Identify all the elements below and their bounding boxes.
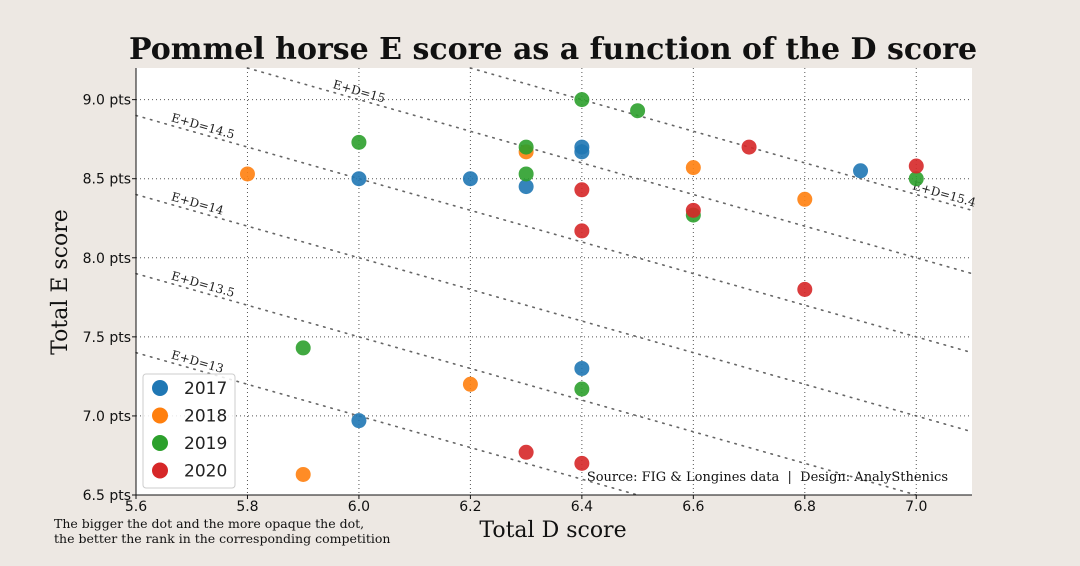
point-2020 (574, 223, 590, 239)
y-tick-label: 8.0 pts (83, 251, 131, 267)
x-tick-label: 7.0 (905, 499, 927, 515)
y-tick-label: 7.0 pts (83, 409, 131, 425)
iso-line (469, 67, 973, 212)
legend-label-2018: 2018 (184, 407, 227, 427)
plot-area (136, 68, 972, 495)
iso-line (135, 272, 918, 496)
point-2019 (518, 166, 534, 182)
y-axis-label: Total E score (48, 209, 73, 355)
point-2018 (295, 466, 311, 482)
iso-line (135, 193, 973, 433)
point-2017 (351, 413, 367, 429)
point-2020 (685, 202, 701, 218)
point-2019 (630, 103, 646, 119)
point-2019 (518, 139, 534, 155)
point-2020 (518, 444, 534, 460)
x-tick-label: 6.2 (459, 499, 481, 515)
data-points (239, 92, 924, 482)
point-2018 (239, 166, 255, 182)
point-2018 (685, 160, 701, 176)
chart-title: Pommel horse E score as a function of th… (129, 32, 977, 67)
size-note-line2: the better the rank in the corresponding… (54, 531, 390, 546)
legend-box (142, 373, 236, 489)
x-tick-label: 6.0 (348, 499, 370, 515)
point-2020 (908, 158, 924, 174)
x-tick-label: 5.6 (125, 499, 147, 515)
point-2017 (518, 179, 534, 195)
point-2017 (853, 163, 869, 179)
axes: 5.6 5.8 6.0 6.2 6.4 6.6 6.8 7.0 6.5 pts 7.0 pts 7.… (83, 68, 972, 515)
point-2017 (574, 144, 590, 160)
y-tick-label: 7.5 pts (83, 330, 131, 346)
iso-line (135, 351, 639, 496)
legend-label-2020: 2020 (184, 462, 227, 482)
point-2017 (462, 171, 478, 187)
point-2019 (574, 381, 590, 397)
legend-marker-2019 (152, 435, 168, 451)
point-2017 (574, 360, 590, 376)
point-2020 (741, 139, 757, 155)
point-2020 (574, 182, 590, 198)
source-note: Source: FIG & Longines data | Design: An… (587, 470, 948, 485)
point-2018 (797, 191, 813, 207)
grid (136, 68, 972, 495)
x-tick-label: 6.6 (682, 499, 704, 515)
y-tick-label: 9.0 pts (83, 93, 131, 109)
point-2017 (351, 171, 367, 187)
x-tick-label: 5.8 (236, 499, 258, 515)
legend-label-2019: 2019 (184, 434, 227, 454)
legend-marker-2020 (152, 462, 168, 479)
legend: 2017 2018 2019 2020 (142, 373, 236, 489)
y-tick-label: 6.5 pts (83, 488, 131, 504)
legend-label-2017: 2017 (184, 379, 227, 399)
legend-marker-2018 (152, 407, 168, 424)
point-2019 (908, 171, 924, 187)
iso-line (135, 114, 973, 354)
x-tick-label: 6.4 (571, 499, 593, 515)
point-2019 (295, 340, 311, 356)
legend-marker-2017 (152, 380, 168, 396)
x-axis-label: Total D score (479, 518, 626, 543)
point-2018 (462, 376, 478, 392)
iso-line (246, 67, 973, 275)
size-note-line1: The bigger the dot and the more opaque t… (54, 516, 364, 531)
point-2020 (574, 455, 590, 471)
point-2020 (797, 281, 813, 297)
x-tick-label: 6.8 (794, 499, 816, 515)
point-2019 (351, 134, 367, 150)
point-2019 (574, 92, 590, 108)
y-tick-label: 8.5 pts (83, 172, 131, 188)
